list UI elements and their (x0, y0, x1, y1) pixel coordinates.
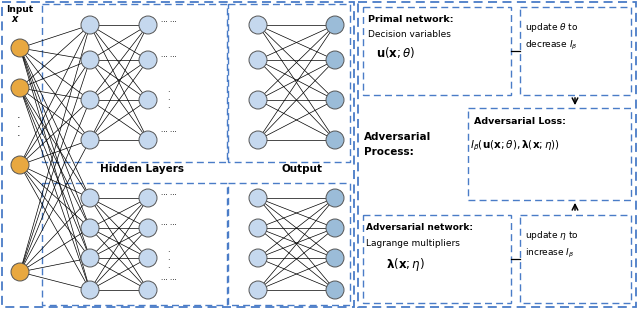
Circle shape (139, 189, 157, 207)
Text: Hidden Layers: Hidden Layers (100, 164, 184, 174)
Circle shape (326, 16, 344, 34)
Text: Adversarial network:: Adversarial network: (366, 223, 473, 232)
Circle shape (81, 189, 99, 207)
Circle shape (11, 39, 29, 57)
Circle shape (139, 249, 157, 267)
Text: $I_\beta(\mathbf{u}(\mathbf{x};\theta),\mathbf{\lambda}(\mathbf{x};\eta))$: $I_\beta(\mathbf{u}(\mathbf{x};\theta),\… (470, 138, 560, 153)
Circle shape (249, 189, 267, 207)
Circle shape (249, 16, 267, 34)
Circle shape (326, 219, 344, 237)
Circle shape (249, 51, 267, 69)
Circle shape (139, 281, 157, 299)
Circle shape (11, 79, 29, 97)
Circle shape (139, 51, 157, 69)
Text: Primal network:: Primal network: (368, 15, 454, 24)
Circle shape (139, 91, 157, 109)
Circle shape (139, 16, 157, 34)
Text: Adversarial Loss:: Adversarial Loss: (474, 117, 566, 126)
Circle shape (249, 219, 267, 237)
Text: .: . (167, 85, 170, 94)
Text: Adversarial: Adversarial (364, 132, 431, 142)
Text: .: . (17, 128, 20, 138)
Circle shape (139, 131, 157, 149)
Text: Output: Output (282, 164, 323, 174)
Text: Decision variables: Decision variables (368, 30, 451, 39)
Text: Lagrange multipliers: Lagrange multipliers (366, 239, 460, 248)
Circle shape (139, 219, 157, 237)
Text: .: . (167, 101, 170, 110)
Text: .: . (167, 245, 170, 254)
Circle shape (81, 91, 99, 109)
Text: ... ...: ... ... (161, 52, 177, 58)
Circle shape (249, 131, 267, 149)
Circle shape (326, 131, 344, 149)
Circle shape (326, 281, 344, 299)
Circle shape (81, 131, 99, 149)
Circle shape (326, 189, 344, 207)
Text: ... ...: ... ... (161, 127, 177, 133)
Circle shape (81, 16, 99, 34)
Text: ... ...: ... ... (161, 220, 177, 226)
Text: ... ...: ... ... (161, 17, 177, 23)
Circle shape (11, 263, 29, 281)
Text: Input: Input (6, 5, 33, 14)
Text: ... ...: ... ... (161, 190, 177, 196)
Circle shape (249, 281, 267, 299)
Circle shape (81, 249, 99, 267)
Circle shape (326, 51, 344, 69)
Text: decrease $I_\beta$: decrease $I_\beta$ (525, 40, 577, 53)
Text: .: . (17, 110, 20, 120)
Text: $\mathbf{u}(\mathbf{x};\theta)$: $\mathbf{u}(\mathbf{x};\theta)$ (376, 45, 415, 60)
Text: ... ...: ... ... (161, 275, 177, 281)
Circle shape (249, 91, 267, 109)
Text: x: x (11, 14, 17, 24)
Circle shape (81, 281, 99, 299)
Circle shape (81, 219, 99, 237)
Text: $\mathbf{\lambda}(\mathbf{x};\eta)$: $\mathbf{\lambda}(\mathbf{x};\eta)$ (386, 256, 425, 273)
Text: .: . (167, 93, 170, 102)
Circle shape (326, 91, 344, 109)
Circle shape (81, 51, 99, 69)
Circle shape (326, 249, 344, 267)
Circle shape (11, 156, 29, 174)
Text: .: . (17, 119, 20, 129)
Text: .: . (167, 253, 170, 262)
Text: .: . (167, 261, 170, 270)
Text: update $\eta$ to: update $\eta$ to (525, 229, 579, 242)
Text: update $\theta$ to: update $\theta$ to (525, 21, 579, 34)
Text: increase $I_\beta$: increase $I_\beta$ (525, 248, 575, 260)
Text: Process:: Process: (364, 147, 413, 157)
Circle shape (249, 249, 267, 267)
